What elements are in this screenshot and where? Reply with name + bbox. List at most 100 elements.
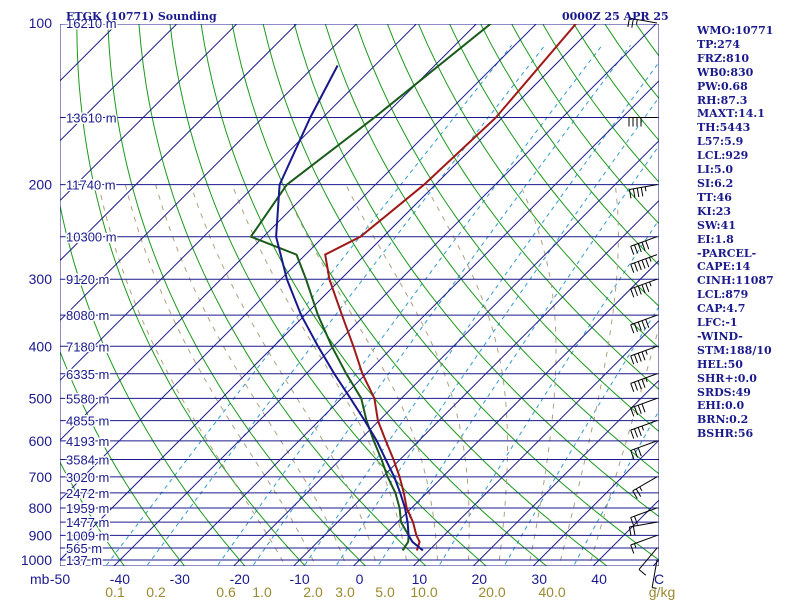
index-row: CAPE:14	[697, 260, 751, 274]
height-label: 3020 m	[66, 470, 109, 485]
wind-barb	[630, 278, 658, 298]
mixing-ratio-lines	[105, 44, 659, 566]
moist-adiabat	[345, 184, 470, 566]
wind-barb-flag	[641, 379, 646, 388]
wind-barb-flag	[633, 244, 638, 254]
pressure-tick-label: 500	[29, 390, 53, 406]
wind-barb	[628, 521, 658, 536]
wind-barb-staff	[630, 314, 658, 326]
wind-barb-half	[644, 186, 647, 192]
mixing-ratio-line	[335, 96, 659, 566]
height-label: 4193 m	[66, 434, 109, 449]
isotherm-lines	[0, 11, 659, 571]
mixing-ratio-line	[503, 305, 659, 566]
index-row: LCL:929	[697, 149, 749, 163]
isotherm-line	[472, 379, 659, 566]
mixing-ratio-label: 1.0	[252, 584, 272, 600]
wind-barb	[630, 507, 658, 527]
wind-barb-flag	[645, 283, 650, 292]
index-row: TH:5443	[697, 121, 751, 135]
wind-barb-flag	[632, 526, 636, 536]
height-label: 2472 m	[66, 486, 109, 501]
temperature-tick-label: 10	[412, 571, 428, 587]
wind-barb-flag	[637, 285, 642, 295]
wind-barb-flag	[630, 288, 635, 298]
mixing-ratio-line	[216, 44, 603, 566]
mixing-ratio-line	[573, 409, 659, 566]
isotherm-line	[60, 24, 238, 202]
wind-barb-staff	[638, 547, 658, 570]
height-label: 4855 m	[66, 414, 109, 429]
wind-barb-flag	[630, 517, 635, 527]
wind-barb-staff	[630, 345, 658, 357]
station-title: ETGK (10771) Sounding	[66, 10, 217, 23]
wind-barb-flag	[630, 407, 635, 417]
wind-barb-flag	[645, 258, 650, 268]
index-row: SI:6.2	[697, 176, 734, 190]
index-row: FRZ:810	[697, 51, 750, 65]
moist-adiabat	[190, 184, 378, 566]
isotherm-line	[60, 24, 477, 441]
wind-barb-flag	[630, 383, 635, 392]
wind-barb-flag	[638, 569, 647, 576]
wind-barb-flag	[630, 544, 635, 554]
index-row: LI:5.0	[697, 163, 734, 177]
wind-barb-staff	[629, 184, 658, 191]
wind-barb-staff	[630, 254, 658, 265]
wind-barb-flag	[633, 515, 638, 525]
wind-barb-flag	[633, 406, 638, 416]
pressure-tick-label: 100	[29, 15, 53, 31]
wind-barb-flag	[627, 18, 630, 28]
isotherm-line	[60, 24, 118, 82]
isotherm-line	[412, 319, 659, 566]
mixing-ratio-label: 0.6	[216, 584, 236, 600]
index-row: L57:5.9	[697, 135, 744, 149]
index-row: HEL:50	[697, 357, 743, 371]
pressure-tick-label: 900	[29, 527, 53, 543]
wind-barb-flag	[633, 323, 638, 333]
mixing-ratio-label: 5.0	[375, 584, 395, 600]
wind-barb-flag	[641, 241, 646, 251]
temperature-tick-label: C	[654, 571, 664, 587]
wind-barb	[651, 559, 658, 589]
wind-barb-staff	[651, 559, 658, 588]
wind-barb-staff	[630, 420, 658, 431]
wind-barb-flag	[645, 240, 650, 250]
mixing-ratio-label: 10.0	[410, 584, 437, 600]
index-row: -PARCEL-	[697, 246, 757, 260]
index-row: KI:23	[697, 204, 732, 218]
index-row: BSHR:56	[697, 427, 754, 441]
isotherm-line	[0, 11, 10, 571]
height-label: 5580 m	[66, 391, 109, 406]
height-label: 3584 m	[66, 453, 109, 468]
index-row: SW:41	[697, 218, 736, 232]
wind-barb	[627, 17, 658, 28]
isotherm-line	[60, 24, 358, 322]
wind-barb	[628, 117, 657, 127]
isobar-lines	[60, 24, 659, 566]
wind-barb	[630, 254, 658, 273]
wind-barb-flag	[630, 264, 635, 273]
wind-barb-flag	[637, 427, 642, 437]
temperature-tick-label: 0	[356, 571, 364, 587]
wind-barb-flag	[641, 403, 646, 413]
wind-barb	[630, 420, 658, 439]
index-row: STM:188/10	[697, 343, 772, 357]
wind-barb-flag	[637, 352, 642, 362]
wind-barb-half	[645, 350, 648, 355]
wind-barb-flag	[637, 380, 642, 390]
wind-barb-flag	[632, 188, 636, 198]
moist-adiabat	[231, 184, 408, 566]
height-label: 137 m	[66, 553, 102, 568]
wind-barb-flag	[640, 187, 644, 197]
height-label: 1477 m	[66, 515, 109, 530]
isotherm-line	[60, 24, 597, 561]
wind-barb-flag	[641, 320, 646, 330]
index-row: MAXT:14.1	[697, 107, 765, 121]
wind-barb	[630, 345, 658, 365]
index-row: LFC:-1	[697, 316, 738, 330]
wind-barb-staff	[630, 507, 658, 519]
index-row: TP:274	[697, 37, 741, 51]
